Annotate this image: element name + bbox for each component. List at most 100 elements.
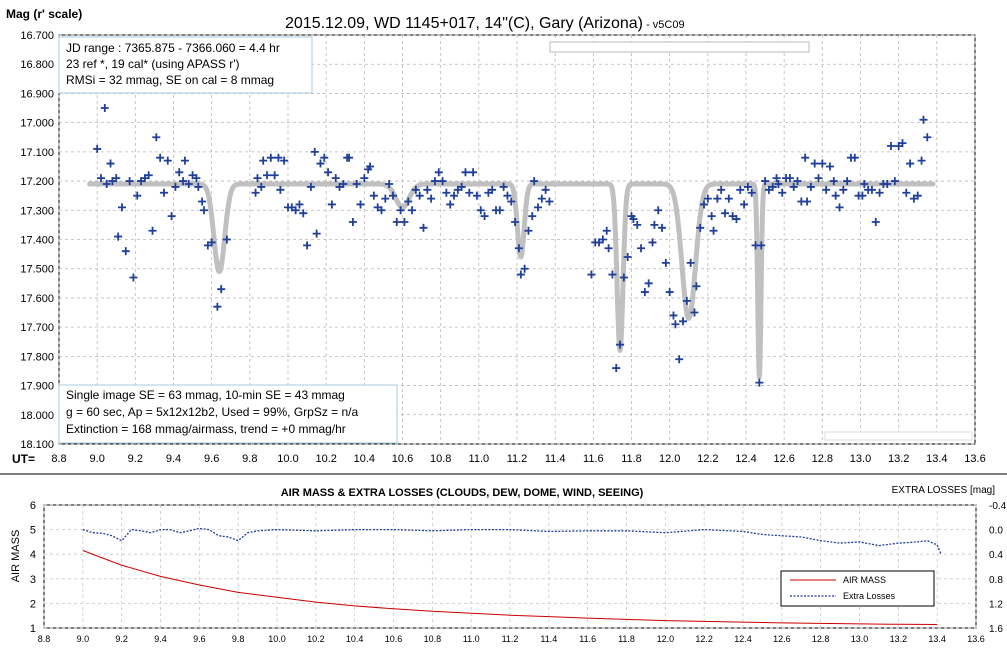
data-point — [217, 285, 226, 294]
data-point — [707, 212, 716, 221]
data-point — [520, 264, 529, 273]
bottom-y-tick-label: 1 — [30, 623, 36, 635]
data-point — [102, 179, 111, 188]
empty-label-box-bottom — [824, 431, 973, 441]
data-point — [616, 340, 625, 349]
top-y-tick-label: 17.700 — [20, 322, 54, 334]
data-point — [883, 179, 892, 188]
model-curve — [87, 181, 936, 380]
info-line: RMSi = 32 mmag, SE on cal = 8 mmag — [66, 73, 274, 87]
data-point — [917, 156, 926, 165]
info-line: Single image SE = 63 mmag, 10-min SE = 4… — [66, 388, 345, 402]
data-point — [898, 139, 907, 148]
bottom-x-tick-label: 13.0 — [851, 634, 869, 644]
top-x-tick-label: 9.8 — [242, 453, 257, 465]
extra-losses-line — [82, 527, 942, 555]
top-x-tick-label: 11.2 — [507, 453, 528, 465]
top-y-tick-label: 17.300 — [20, 205, 54, 217]
top-x-tick-label: 11.4 — [545, 453, 566, 465]
data-point — [875, 188, 884, 197]
data-point — [198, 197, 207, 206]
data-point — [184, 179, 193, 188]
bottom-y-tick-label: 5 — [30, 525, 36, 537]
bottom-x-tick-label: 10.2 — [307, 634, 325, 644]
bottom-x-tick-label: 12.6 — [773, 634, 791, 644]
data-point — [266, 153, 275, 162]
data-point — [348, 217, 357, 226]
data-point — [633, 220, 642, 229]
data-point — [612, 364, 621, 373]
empty-label-box-top — [549, 41, 810, 53]
bottom-x-tick-label: 10.6 — [385, 634, 403, 644]
data-point — [661, 258, 670, 267]
data-point — [345, 153, 354, 162]
data-point — [306, 182, 315, 191]
data-point — [476, 206, 485, 215]
data-point — [598, 235, 607, 244]
data-point — [259, 156, 268, 165]
bottom-x-tick-label: 10.0 — [268, 634, 286, 644]
data-point — [392, 217, 401, 226]
bottom-legend: AIR MASS Extra Losses — [780, 570, 935, 607]
top-y-tick-label: 17.200 — [20, 176, 54, 188]
top-y-tick-label: 17.400 — [20, 235, 54, 247]
bottom-x-tick-label: 11.4 — [540, 634, 557, 644]
data-point — [810, 159, 819, 168]
data-point — [129, 273, 138, 282]
data-point — [507, 197, 516, 206]
data-point — [537, 194, 546, 203]
bottom-x-tick-label: 8.8 — [38, 634, 51, 644]
bottom-x-tick-label: 12.8 — [812, 634, 830, 644]
data-point — [263, 171, 272, 180]
info-line: JD range : 7365.875 - 7366.060 = 4.4 hr — [66, 41, 280, 55]
data-point — [923, 133, 932, 142]
data-point — [858, 191, 867, 200]
data-point — [461, 168, 470, 177]
data-point — [180, 156, 189, 165]
data-point — [528, 212, 537, 221]
data-point — [825, 162, 834, 171]
bottom-y-right-tick-label: 0.8 — [989, 575, 1003, 586]
data-point — [902, 188, 911, 197]
bottom-x-tick-label: 11.6 — [579, 634, 596, 644]
bottom-x-tick-label: 9.4 — [154, 634, 167, 644]
data-point — [511, 217, 520, 226]
data-point — [690, 308, 699, 317]
data-point — [514, 244, 523, 253]
data-point — [778, 188, 787, 197]
data-point — [385, 179, 394, 188]
top-y-tick-label: 16.800 — [20, 59, 54, 71]
data-point — [495, 206, 504, 215]
bottom-y-right-tick-label: 0.4 — [989, 550, 1003, 561]
info-line: Extinction = 168 mmag/airmass, trend = +… — [66, 422, 346, 436]
data-point — [388, 191, 397, 200]
bottom-x-tick-label: 11.2 — [502, 634, 519, 644]
bottom-x-tick-label: 10.4 — [346, 634, 364, 644]
data-point — [117, 203, 126, 212]
data-point — [96, 174, 105, 183]
legend-label-airmass: AIR MASS — [843, 575, 886, 585]
data-point — [541, 185, 550, 194]
data-point — [887, 142, 896, 151]
data-point — [772, 174, 781, 183]
data-point — [692, 282, 701, 291]
top-chart-xlabel: UT= — [12, 452, 35, 466]
data-point — [415, 191, 424, 200]
bottom-x-tick-label: 9.6 — [193, 634, 206, 644]
data-point — [524, 226, 533, 235]
data-point — [465, 188, 474, 197]
top-x-tick-label: 13.0 — [850, 453, 871, 465]
data-point — [740, 200, 749, 209]
top-x-tick-label: 9.6 — [204, 453, 219, 465]
data-point — [516, 270, 525, 279]
data-point — [121, 247, 130, 256]
data-point — [93, 144, 102, 153]
data-point — [803, 197, 812, 206]
top-y-tick-label: 16.900 — [20, 88, 54, 100]
bottom-x-tick-label: 9.0 — [77, 634, 90, 644]
data-point — [587, 270, 596, 279]
data-point — [163, 156, 172, 165]
top-chart-title-suffix: - v5C09 — [643, 19, 685, 31]
data-point — [469, 168, 478, 177]
bottom-y-tick-label: 4 — [30, 549, 36, 561]
